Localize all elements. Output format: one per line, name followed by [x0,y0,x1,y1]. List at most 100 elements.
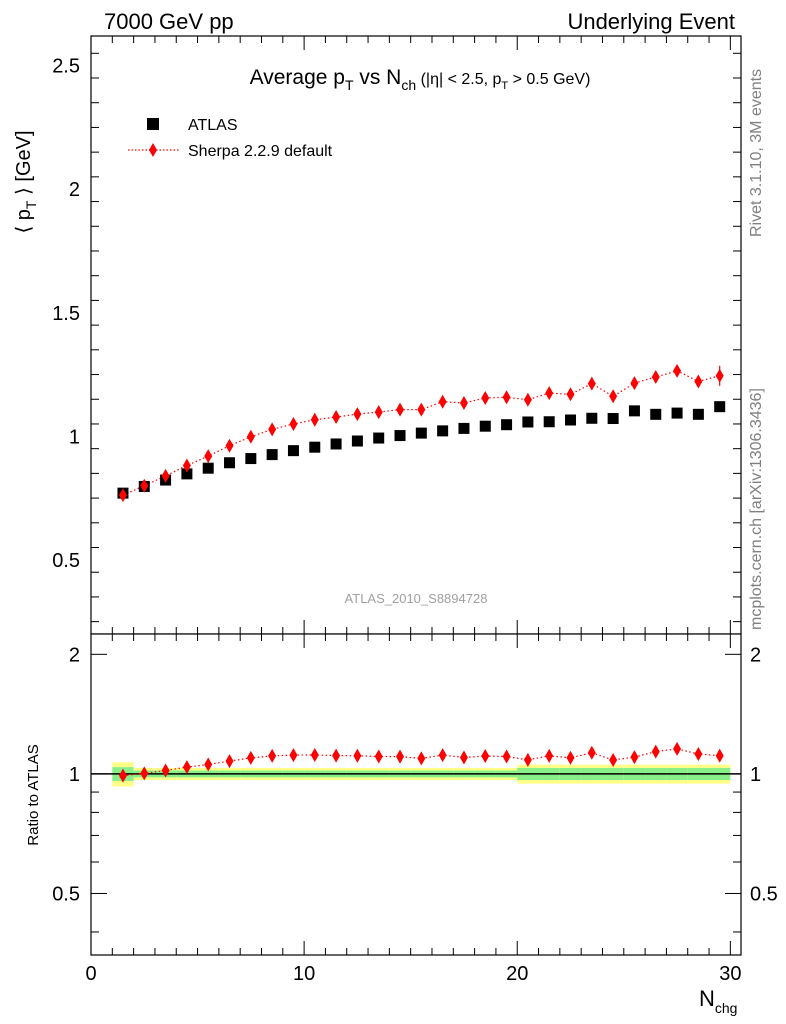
sherpa-data-point [396,402,405,417]
ratio-data-point [289,748,298,763]
atlas-data-point [202,462,214,474]
atlas-data-point [309,441,321,453]
atlas-data-point [181,468,193,480]
ratio-data-point [246,750,255,765]
atlas-data-point [543,416,555,428]
sherpa-data-point [161,468,170,483]
ratio-data-point [417,751,426,766]
ratio-data-point [438,748,447,763]
ratio-data-point [609,752,618,767]
atlas-data-point [351,435,363,447]
mcplots-label: mcplots.cern.ch [arXiv:1306.3436] [748,388,765,630]
atlas-data-point [501,419,513,431]
ratio-data-point [332,748,341,763]
ratio-data-point [566,750,575,765]
atlas-data-point [266,449,278,461]
sherpa-data-point [566,387,575,402]
ratio-data-point [140,766,149,781]
ratio-tick-label-right: 0.5 [750,883,778,905]
atlas-data-point [415,427,427,439]
sherpa-data-point [715,368,724,383]
sherpa-data-point [673,363,682,378]
ratio-data-point [694,747,703,762]
ratio-data-point [587,745,596,760]
y-tick-label: 1.5 [52,303,80,325]
y-tick-label: 0.5 [52,550,80,572]
axis-ticks [90,36,741,955]
atlas-data-point [586,412,598,424]
x-tick-label: 20 [506,963,528,985]
sherpa-data-point [310,412,319,427]
ratio-data-point [630,750,639,765]
ratio-tick-label-right: 1 [750,764,761,786]
ratio-data-point [715,748,724,763]
header-right: Underlying Event [567,9,735,34]
ratio-y-axis-label: Ratio to ATLAS [25,744,42,845]
ratio-data-point [353,748,362,763]
sherpa-data-point [587,376,596,391]
y-axis-label: ⟨ pT ⟩ [GeV] [13,130,39,233]
atlas-data-point [245,453,257,465]
sherpa-data-point [246,429,255,444]
rivet-version-label: Rivet 3.1.10, 3M events [748,68,765,237]
sherpa-data-point [332,410,341,425]
ratio-data-point [182,760,191,775]
sherpa-data-point [651,370,660,385]
header-left: 7000 GeV pp [104,9,234,34]
sherpa-data-point [545,386,554,401]
atlas-data-point [671,407,683,419]
ratio-data-point [502,749,511,764]
atlas-data-point [437,425,449,437]
ratio-data-point [374,749,383,764]
ratio-data-point [481,749,490,764]
atlas-data-point [714,401,726,413]
ratio-data-point [225,754,234,769]
sherpa-data-point [182,458,191,473]
x-tick-label: 10 [293,963,315,985]
sherpa-data-point [481,391,490,406]
sherpa-data-point [523,392,532,407]
ratio-data-point [545,748,554,763]
atlas-data-point [692,408,704,420]
atlas-data-point [394,430,406,442]
y-tick-label: 1 [69,426,80,448]
legend-sherpa-label: Sherpa 2.2.9 default [188,143,333,160]
ratio-tick-label-right: 2 [750,644,761,666]
y-tick-label: 2 [69,179,80,201]
sherpa-data-point [289,416,298,431]
legend-atlas-label: ATLAS [188,117,238,134]
sherpa-data-point [268,422,277,437]
atlas-data-point [330,438,342,450]
ratio-tick-label: 2 [69,644,80,666]
sherpa-data-point [609,389,618,404]
sherpa-data-point [417,402,426,417]
ratio-data-point [523,752,532,767]
atlas-data-point [650,408,662,420]
ratio-data-point [673,741,682,756]
sherpa-data-point [204,449,213,464]
sherpa-data-point [353,407,362,422]
sherpa-data-point [225,438,234,453]
sherpa-data-point [118,488,127,503]
atlas-data-point [287,445,299,457]
plot-title: Average pT vs Nch (|η| < 2.5, pT > 0.5 G… [250,66,591,93]
sherpa-data-point [502,390,511,405]
atlas-data-point [522,416,534,428]
ratio-tick-label: 0.5 [52,883,80,905]
sherpa-data-point [630,376,639,391]
legend-sherpa-marker [149,143,157,157]
legend-atlas-marker [147,118,159,130]
atlas-data-point [607,413,619,425]
x-tick-label: 0 [85,963,96,985]
sherpa-data-point [438,394,447,409]
atlas-data-point [458,422,470,434]
sherpa-data-point [374,405,383,420]
sherpa-data-point [459,395,468,410]
ratio-data-point [268,748,277,763]
ratio-data-point [204,757,213,772]
atlas-data-point [373,432,385,444]
atlas-data-point [224,457,236,469]
ratio-data-point [118,768,127,783]
main-plot-frame [90,35,742,635]
ratio-data-point [310,747,319,762]
